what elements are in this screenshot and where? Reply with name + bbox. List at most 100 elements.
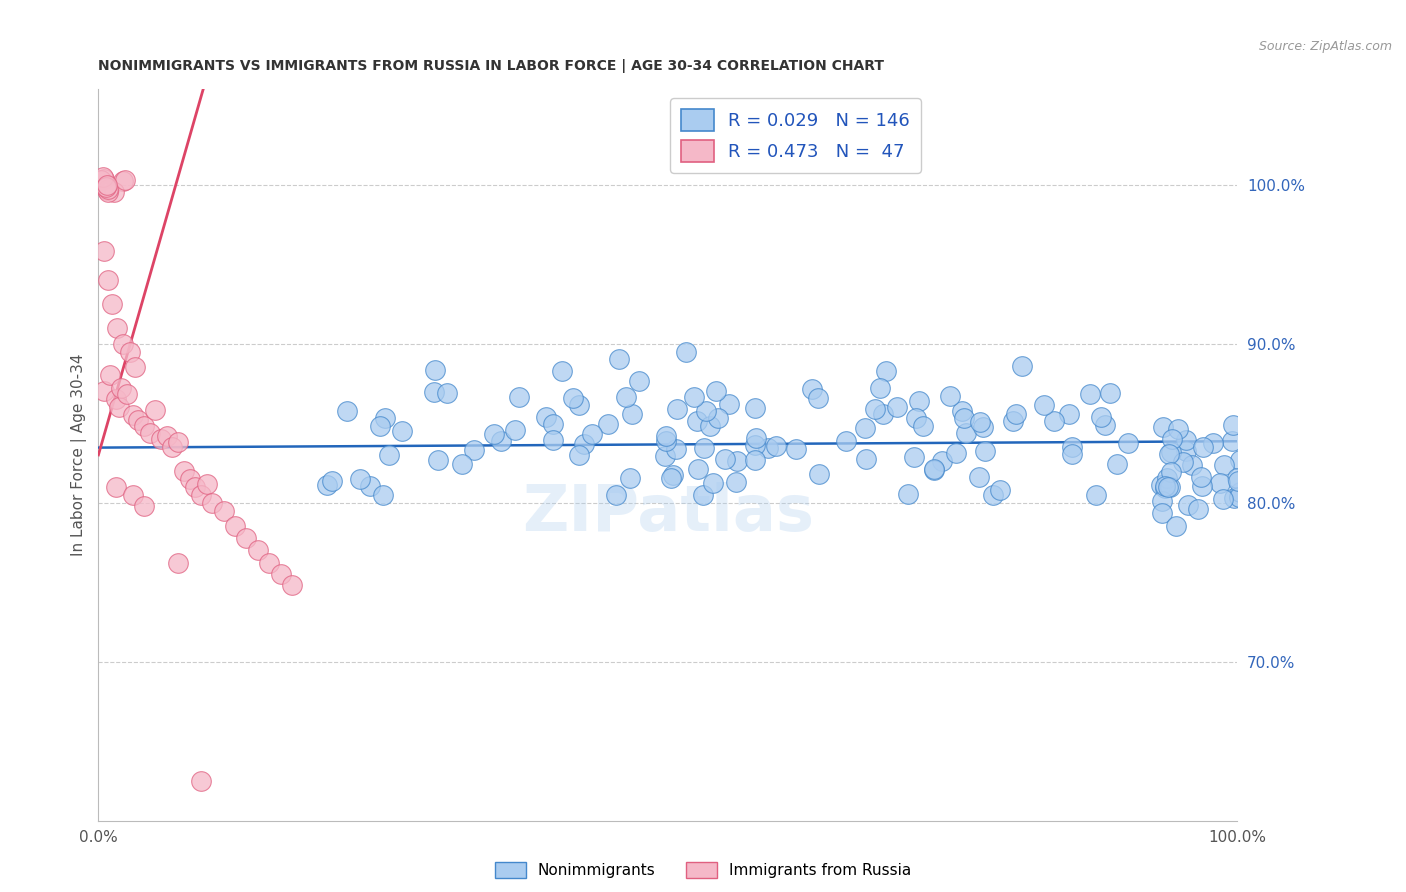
Point — [801, 382, 824, 396]
Point — [661, 467, 683, 482]
Point — [931, 453, 953, 467]
Point — [1229, 485, 1251, 500]
Point — [246, 543, 269, 558]
Point — [1152, 420, 1174, 434]
Point — [665, 401, 688, 416]
Point — [1159, 480, 1181, 494]
Point — [359, 478, 381, 492]
Point — [1116, 436, 1139, 450]
Point — [422, 385, 444, 400]
Point — [368, 418, 391, 433]
Point — [124, 360, 146, 375]
Point — [111, 174, 134, 188]
Point — [692, 488, 714, 502]
Point — [201, 495, 224, 509]
Point — [1160, 432, 1182, 446]
Point — [281, 578, 304, 592]
Point — [1229, 453, 1251, 467]
Point — [1191, 479, 1213, 493]
Point — [482, 426, 505, 441]
Legend: Nonimmigrants, Immigrants from Russia: Nonimmigrants, Immigrants from Russia — [489, 856, 917, 884]
Point — [1223, 491, 1246, 505]
Point — [508, 390, 530, 404]
Point — [104, 392, 127, 407]
Point — [972, 420, 994, 434]
Point — [785, 442, 807, 457]
Point — [614, 390, 637, 404]
Legend: R = 0.029   N = 146, R = 0.473   N =  47: R = 0.029 N = 146, R = 0.473 N = 47 — [671, 98, 921, 173]
Point — [1152, 494, 1174, 508]
Point — [541, 417, 564, 431]
Point — [695, 403, 717, 417]
Point — [96, 178, 118, 192]
Point — [190, 773, 212, 788]
Point — [1189, 469, 1212, 483]
Point — [922, 463, 945, 477]
Point — [908, 393, 931, 408]
Point — [1160, 465, 1182, 479]
Point — [744, 438, 766, 452]
Point — [855, 452, 877, 467]
Point — [713, 452, 735, 467]
Point — [654, 449, 676, 463]
Point — [619, 471, 641, 485]
Point — [744, 453, 766, 467]
Point — [132, 419, 155, 434]
Point — [581, 427, 603, 442]
Text: ZIPatlas: ZIPatlas — [522, 483, 814, 544]
Point — [568, 449, 591, 463]
Point — [121, 408, 143, 422]
Point — [1192, 440, 1215, 454]
Text: Source: ZipAtlas.com: Source: ZipAtlas.com — [1258, 40, 1392, 54]
Point — [121, 488, 143, 502]
Point — [97, 185, 120, 199]
Point — [179, 472, 201, 486]
Point — [974, 444, 997, 458]
Point — [1033, 399, 1056, 413]
Point — [96, 179, 118, 194]
Point — [756, 441, 779, 455]
Point — [725, 454, 748, 468]
Point — [270, 567, 292, 582]
Point — [541, 433, 564, 447]
Point — [1227, 490, 1250, 504]
Point — [905, 411, 928, 425]
Point — [903, 450, 925, 465]
Point — [551, 364, 574, 378]
Point — [682, 391, 704, 405]
Point — [853, 421, 876, 435]
Point — [132, 499, 155, 513]
Point — [167, 435, 190, 450]
Point — [1174, 444, 1197, 458]
Point — [93, 244, 115, 259]
Point — [184, 480, 207, 494]
Point — [1174, 433, 1197, 447]
Point — [1060, 440, 1083, 454]
Point — [150, 432, 173, 446]
Y-axis label: In Labor Force | Age 30-34: In Labor Force | Age 30-34 — [72, 353, 87, 557]
Point — [235, 531, 257, 545]
Point — [156, 429, 179, 443]
Point — [1157, 447, 1180, 461]
Point — [90, 172, 112, 186]
Point — [1042, 413, 1064, 427]
Point — [875, 364, 897, 378]
Point — [1085, 488, 1108, 502]
Point — [93, 171, 115, 186]
Point — [1150, 506, 1173, 520]
Point — [195, 476, 218, 491]
Point — [212, 503, 235, 517]
Point — [105, 320, 128, 334]
Point — [1107, 457, 1129, 471]
Point — [1156, 471, 1178, 485]
Point — [1226, 471, 1249, 485]
Point — [451, 457, 474, 471]
Point — [259, 556, 281, 570]
Point — [924, 461, 946, 475]
Point — [1090, 409, 1112, 424]
Point — [114, 173, 136, 187]
Point — [190, 488, 212, 502]
Text: NONIMMIGRANTS VS IMMIGRANTS FROM RUSSIA IN LABOR FORCE | AGE 30-34 CORRELATION C: NONIMMIGRANTS VS IMMIGRANTS FROM RUSSIA … — [98, 59, 884, 73]
Point — [1226, 474, 1249, 488]
Point — [1002, 414, 1025, 428]
